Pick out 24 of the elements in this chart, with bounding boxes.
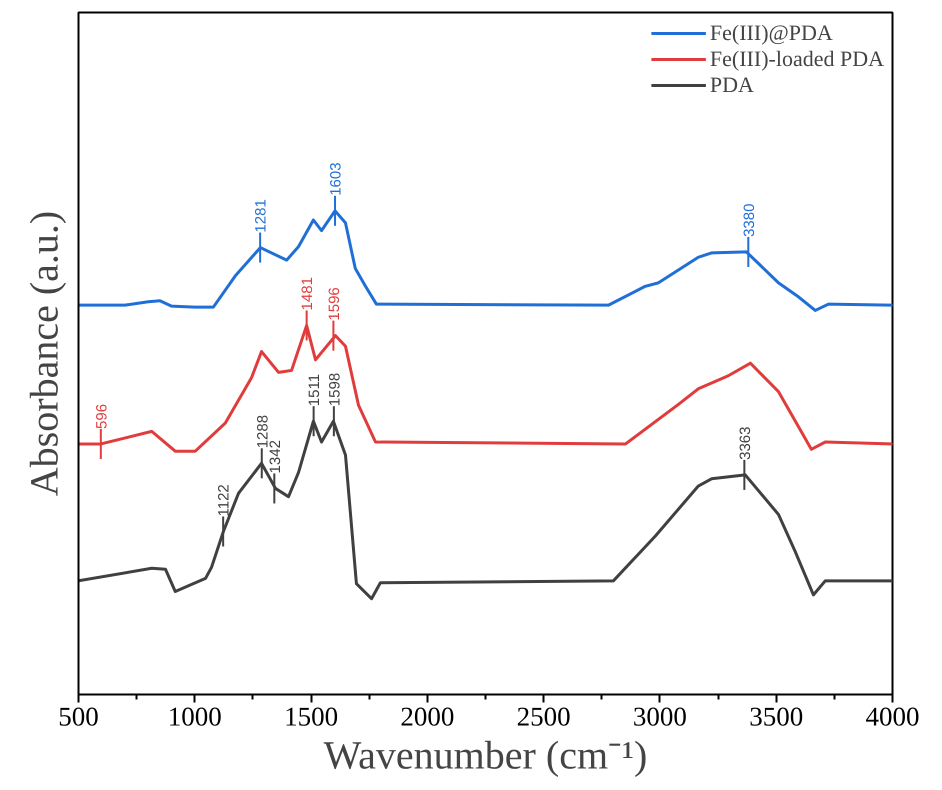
annotation: 1281 — [252, 199, 270, 233]
x-tick-label: 3500 — [749, 702, 804, 732]
annotation: 1598 — [326, 372, 344, 406]
x-tick-label: 4000 — [866, 702, 920, 732]
y-axis-title: Absorbance (a.u.) — [22, 210, 66, 496]
x-tick-label: 2500 — [516, 702, 571, 732]
x-tick-label: 500 — [58, 702, 99, 732]
annotation: 596 — [93, 404, 110, 429]
legend-label: Fe(III)-loaded PDA — [710, 46, 884, 72]
annotation: 3380 — [740, 204, 758, 237]
annotation: 1511 — [306, 374, 324, 406]
annotation: 1603 — [328, 162, 345, 196]
x-tick-label: 1000 — [168, 702, 222, 732]
x-tick-label: 1500 — [284, 702, 338, 732]
annotation: 1481 — [299, 277, 316, 310]
legend-label: PDA — [710, 72, 754, 98]
annotation: 3363 — [736, 426, 754, 460]
x-tick-label: 3000 — [632, 702, 687, 732]
x-tick-label: 2000 — [400, 702, 454, 732]
annotation: 1596 — [326, 287, 343, 321]
legend-label: Fe(III)@PDA — [710, 20, 833, 46]
annotation: 1122 — [216, 484, 233, 516]
x-axis-title: Wavenumber (cm⁻¹) — [324, 732, 648, 778]
annotation: 1342 — [266, 440, 284, 474]
